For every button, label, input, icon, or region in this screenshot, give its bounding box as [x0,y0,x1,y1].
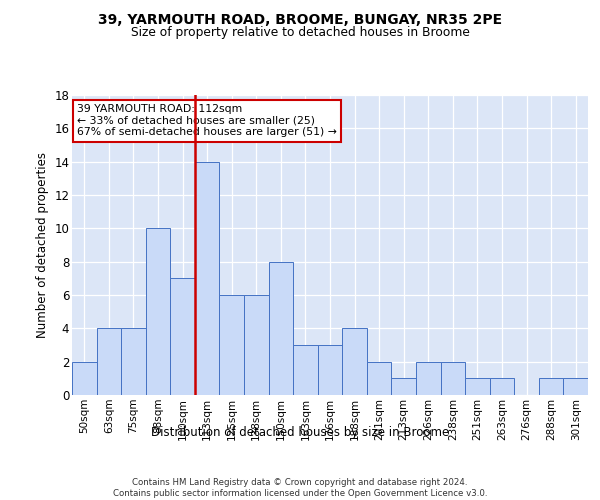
Bar [391,378,416,395]
Bar [269,262,293,395]
Text: Size of property relative to detached houses in Broome: Size of property relative to detached ho… [131,26,469,39]
Bar [121,328,146,395]
Bar [440,362,465,395]
Text: 39, YARMOUTH ROAD, BROOME, BUNGAY, NR35 2PE: 39, YARMOUTH ROAD, BROOME, BUNGAY, NR35 … [98,12,502,26]
Bar [72,362,97,395]
Bar [220,295,244,395]
Bar [563,378,588,395]
Bar [490,378,514,395]
Bar [539,378,563,395]
Bar [465,378,490,395]
Text: Contains HM Land Registry data © Crown copyright and database right 2024.
Contai: Contains HM Land Registry data © Crown c… [113,478,487,498]
Bar [367,362,391,395]
Bar [97,328,121,395]
Bar [293,345,318,395]
Bar [416,362,440,395]
Bar [318,345,342,395]
Y-axis label: Number of detached properties: Number of detached properties [35,152,49,338]
Bar [146,228,170,395]
Bar [195,162,220,395]
Text: Distribution of detached houses by size in Broome: Distribution of detached houses by size … [151,426,449,439]
Text: 39 YARMOUTH ROAD: 112sqm
← 33% of detached houses are smaller (25)
67% of semi-d: 39 YARMOUTH ROAD: 112sqm ← 33% of detach… [77,104,337,137]
Bar [244,295,269,395]
Bar [342,328,367,395]
Bar [170,278,195,395]
